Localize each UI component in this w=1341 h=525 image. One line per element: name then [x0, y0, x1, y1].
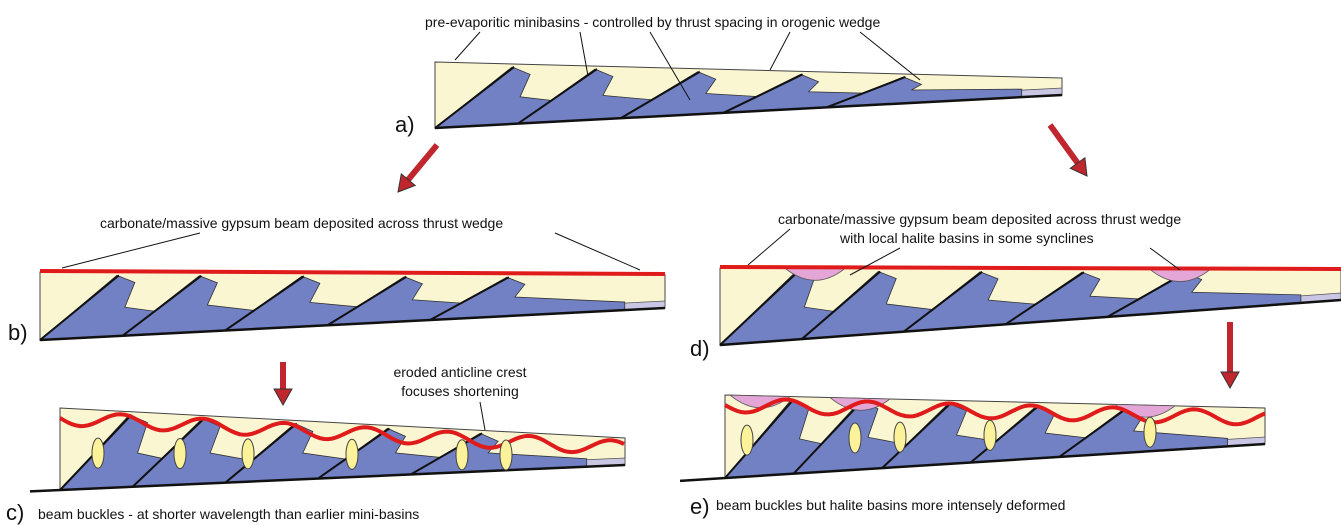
annotation: carbonate/massive gypsum beam deposited …	[100, 215, 503, 231]
annotation: beam buckles but halite basins more inte…	[716, 497, 1065, 513]
leader-line	[649, 31, 691, 101]
thrust-fault	[131, 417, 205, 488]
thrust-fault	[1004, 271, 1085, 326]
thrust-fault	[724, 398, 795, 479]
leader-line	[1149, 247, 1181, 271]
strain-ellipse	[499, 439, 513, 471]
leader-line	[479, 401, 486, 431]
cross-sections	[29, 31, 1341, 493]
strain-ellipse	[173, 438, 187, 470]
thrust-fault	[620, 70, 701, 120]
basal-detachment	[29, 463, 626, 493]
leader-line	[61, 232, 201, 269]
thrust-fault	[326, 275, 407, 327]
basal-detachment	[434, 93, 1063, 130]
beam	[724, 397, 1266, 427]
leader-line	[859, 31, 921, 81]
strain-ellipse	[1143, 416, 1157, 448]
annotation: carbonate/massive gypsum beam deposited …	[778, 211, 1181, 227]
annotation: focuses shortening	[401, 383, 519, 399]
arrow-shaft	[404, 143, 440, 184]
annotation: with local halite basins in some synclin…	[839, 230, 1094, 246]
thrust-fault	[881, 402, 952, 469]
basal-detachment	[679, 442, 1266, 483]
panel-label: e)	[690, 494, 710, 519]
panel-label: a)	[395, 112, 415, 137]
thrust-fault	[903, 271, 983, 333]
thrust-fault	[723, 73, 804, 114]
thrust-fault	[517, 68, 598, 125]
thrust-fault	[224, 275, 305, 332]
arrow-head	[1069, 156, 1088, 177]
thrust-fault	[970, 404, 1040, 464]
thrust-fault	[825, 76, 906, 109]
strain-ellipse	[893, 421, 907, 453]
beam	[719, 265, 1341, 271]
arrow-shaft	[1047, 123, 1082, 167]
basal-detachment	[719, 298, 1341, 347]
thrust-fault	[39, 274, 120, 341]
arrow-head	[397, 173, 417, 193]
strain-ellipse	[983, 419, 997, 451]
annotation: eroded anticline crest	[393, 364, 526, 380]
leader-line	[747, 228, 791, 266]
thrust-fault	[719, 270, 800, 346]
arrow-head	[273, 388, 293, 407]
strain-ellipse	[345, 438, 359, 470]
annotation: beam buckles - at shorter wavelength tha…	[38, 506, 419, 522]
leader-line	[849, 247, 901, 276]
leader-line	[579, 31, 589, 77]
thrust-fault	[792, 400, 863, 475]
thrust-fault	[801, 270, 881, 340]
leader-line	[769, 31, 791, 71]
panel-label: c)	[6, 500, 24, 525]
beam	[39, 269, 666, 276]
leader-line	[554, 232, 641, 271]
thrust-fault	[121, 274, 202, 337]
panel-label: b)	[8, 320, 28, 345]
thrust-fault	[434, 66, 515, 129]
panel-label: d)	[690, 336, 710, 361]
beam	[59, 412, 625, 455]
annotation: pre-evaporitic minibasins - controlled b…	[425, 14, 880, 30]
strain-ellipse	[848, 422, 862, 454]
thrust-fault	[429, 276, 510, 321]
strain-ellipse	[91, 437, 105, 469]
strain-ellipse	[241, 438, 255, 470]
strain-ellipse	[740, 424, 754, 456]
basal-detachment	[39, 306, 666, 342]
arrow-head	[1220, 371, 1240, 390]
leader-line	[454, 31, 481, 61]
strain-ellipse	[455, 439, 469, 471]
thrust-fault	[224, 422, 298, 484]
thrust-fault	[1058, 406, 1129, 458]
